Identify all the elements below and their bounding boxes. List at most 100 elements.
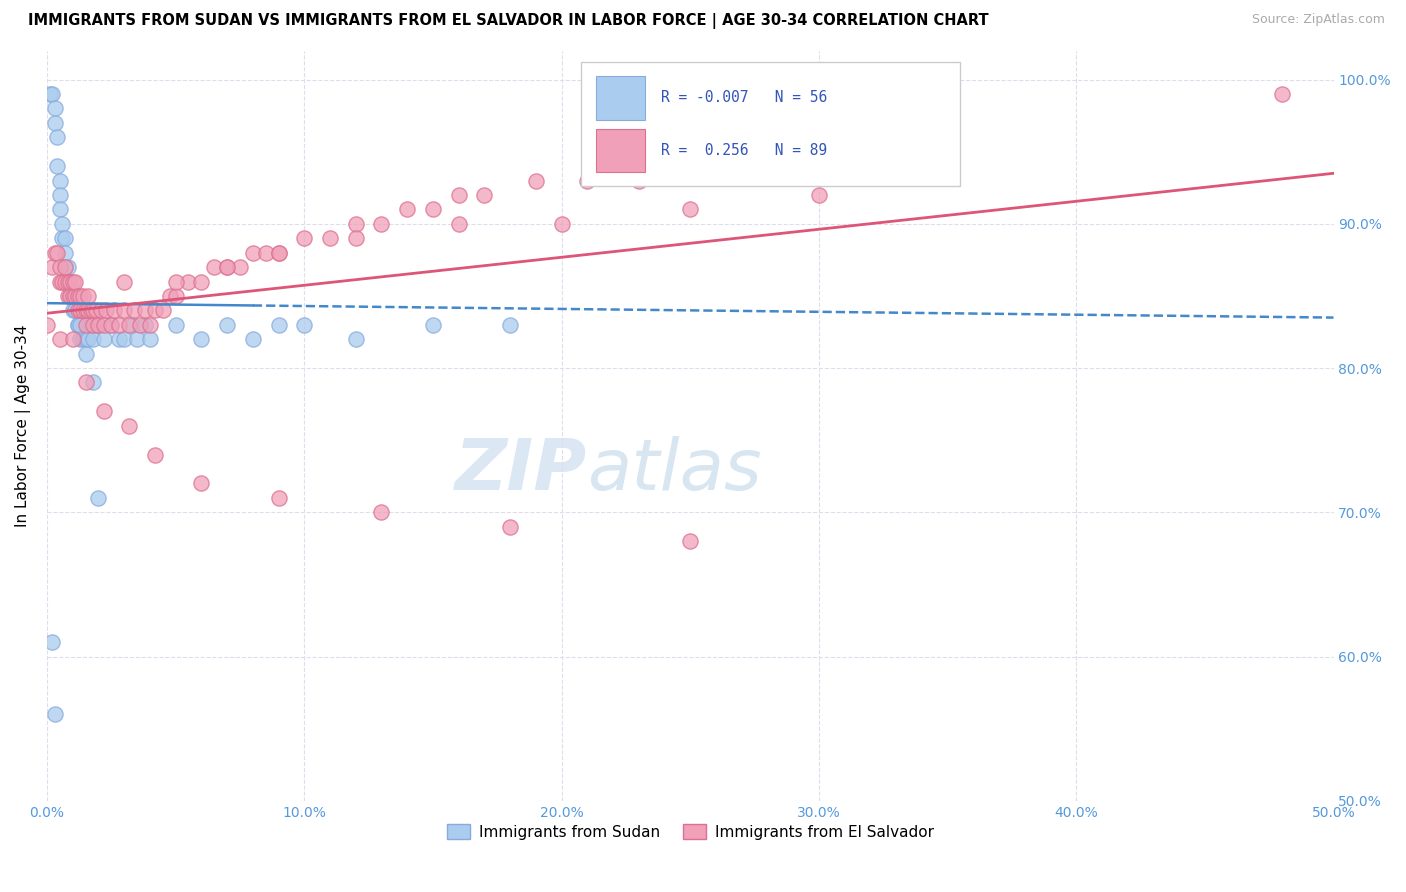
- Point: [267, 491, 290, 505]
- Point: [66, 303, 89, 318]
- Point: [80, 318, 103, 332]
- Point: [112, 275, 135, 289]
- Point: [59, 289, 82, 303]
- Point: [41, 635, 63, 649]
- Point: [143, 448, 166, 462]
- Point: [75, 376, 97, 390]
- Text: ZIP: ZIP: [456, 436, 588, 505]
- Point: [292, 231, 315, 245]
- Point: [65, 303, 87, 318]
- Point: [75, 332, 97, 346]
- Point: [72, 289, 94, 303]
- Point: [550, 217, 572, 231]
- Point: [65, 275, 87, 289]
- Point: [103, 303, 125, 318]
- Text: R = -0.007   N = 56: R = -0.007 N = 56: [661, 90, 827, 105]
- Point: [93, 404, 115, 418]
- Point: [84, 303, 107, 318]
- Point: [217, 260, 239, 274]
- Point: [807, 188, 830, 202]
- Point: [41, 87, 63, 101]
- Point: [46, 245, 69, 260]
- Point: [134, 303, 156, 318]
- Point: [77, 303, 100, 318]
- Point: [56, 275, 79, 289]
- Point: [422, 318, 444, 332]
- Point: [53, 260, 76, 274]
- Point: [82, 318, 104, 332]
- Point: [202, 260, 225, 274]
- Point: [66, 289, 89, 303]
- Point: [165, 318, 187, 332]
- Point: [51, 217, 73, 231]
- Point: [56, 260, 79, 274]
- Point: [679, 534, 702, 549]
- Point: [254, 245, 277, 260]
- Point: [53, 231, 76, 245]
- Point: [49, 202, 72, 217]
- Point: [499, 318, 522, 332]
- Point: [82, 303, 104, 318]
- Text: atlas: atlas: [588, 436, 762, 505]
- Point: [344, 332, 367, 346]
- Point: [267, 318, 290, 332]
- Point: [49, 173, 72, 187]
- Point: [124, 303, 146, 318]
- Point: [66, 318, 89, 332]
- Point: [112, 332, 135, 346]
- Point: [62, 303, 84, 318]
- Point: [267, 245, 290, 260]
- Point: [49, 260, 72, 274]
- Legend: Immigrants from Sudan, Immigrants from El Salvador: Immigrants from Sudan, Immigrants from E…: [440, 818, 941, 846]
- Point: [217, 260, 239, 274]
- Point: [229, 260, 252, 274]
- Point: [474, 188, 496, 202]
- Point: [66, 318, 89, 332]
- Point: [44, 102, 66, 116]
- Point: [139, 332, 162, 346]
- Point: [84, 318, 107, 332]
- Point: [152, 303, 174, 318]
- Point: [87, 318, 110, 332]
- Point: [49, 332, 72, 346]
- Point: [87, 491, 110, 505]
- Point: [292, 318, 315, 332]
- Point: [134, 318, 156, 332]
- Point: [524, 173, 547, 187]
- Point: [51, 231, 73, 245]
- Point: [121, 318, 143, 332]
- Point: [59, 275, 82, 289]
- Point: [128, 318, 150, 332]
- Bar: [596, 128, 645, 172]
- Text: IMMIGRANTS FROM SUDAN VS IMMIGRANTS FROM EL SALVADOR IN LABOR FORCE | AGE 30-34 : IMMIGRANTS FROM SUDAN VS IMMIGRANTS FROM…: [28, 13, 988, 29]
- Point: [77, 332, 100, 346]
- Point: [72, 303, 94, 318]
- Point: [44, 245, 66, 260]
- Point: [422, 202, 444, 217]
- Point: [242, 332, 264, 346]
- Point: [242, 245, 264, 260]
- Point: [44, 116, 66, 130]
- Point: [69, 289, 91, 303]
- Point: [46, 159, 69, 173]
- Point: [344, 231, 367, 245]
- Point: [112, 303, 135, 318]
- Point: [69, 318, 91, 332]
- Point: [56, 289, 79, 303]
- Point: [59, 289, 82, 303]
- Point: [100, 318, 122, 332]
- Point: [96, 303, 118, 318]
- Point: [69, 332, 91, 346]
- Text: R =  0.256   N = 89: R = 0.256 N = 89: [661, 143, 827, 158]
- Point: [370, 505, 392, 519]
- Point: [93, 332, 115, 346]
- Point: [75, 318, 97, 332]
- Point: [217, 318, 239, 332]
- Point: [82, 332, 104, 346]
- Point: [44, 707, 66, 722]
- Point: [62, 289, 84, 303]
- Point: [77, 289, 100, 303]
- Point: [65, 303, 87, 318]
- Point: [499, 520, 522, 534]
- Point: [49, 275, 72, 289]
